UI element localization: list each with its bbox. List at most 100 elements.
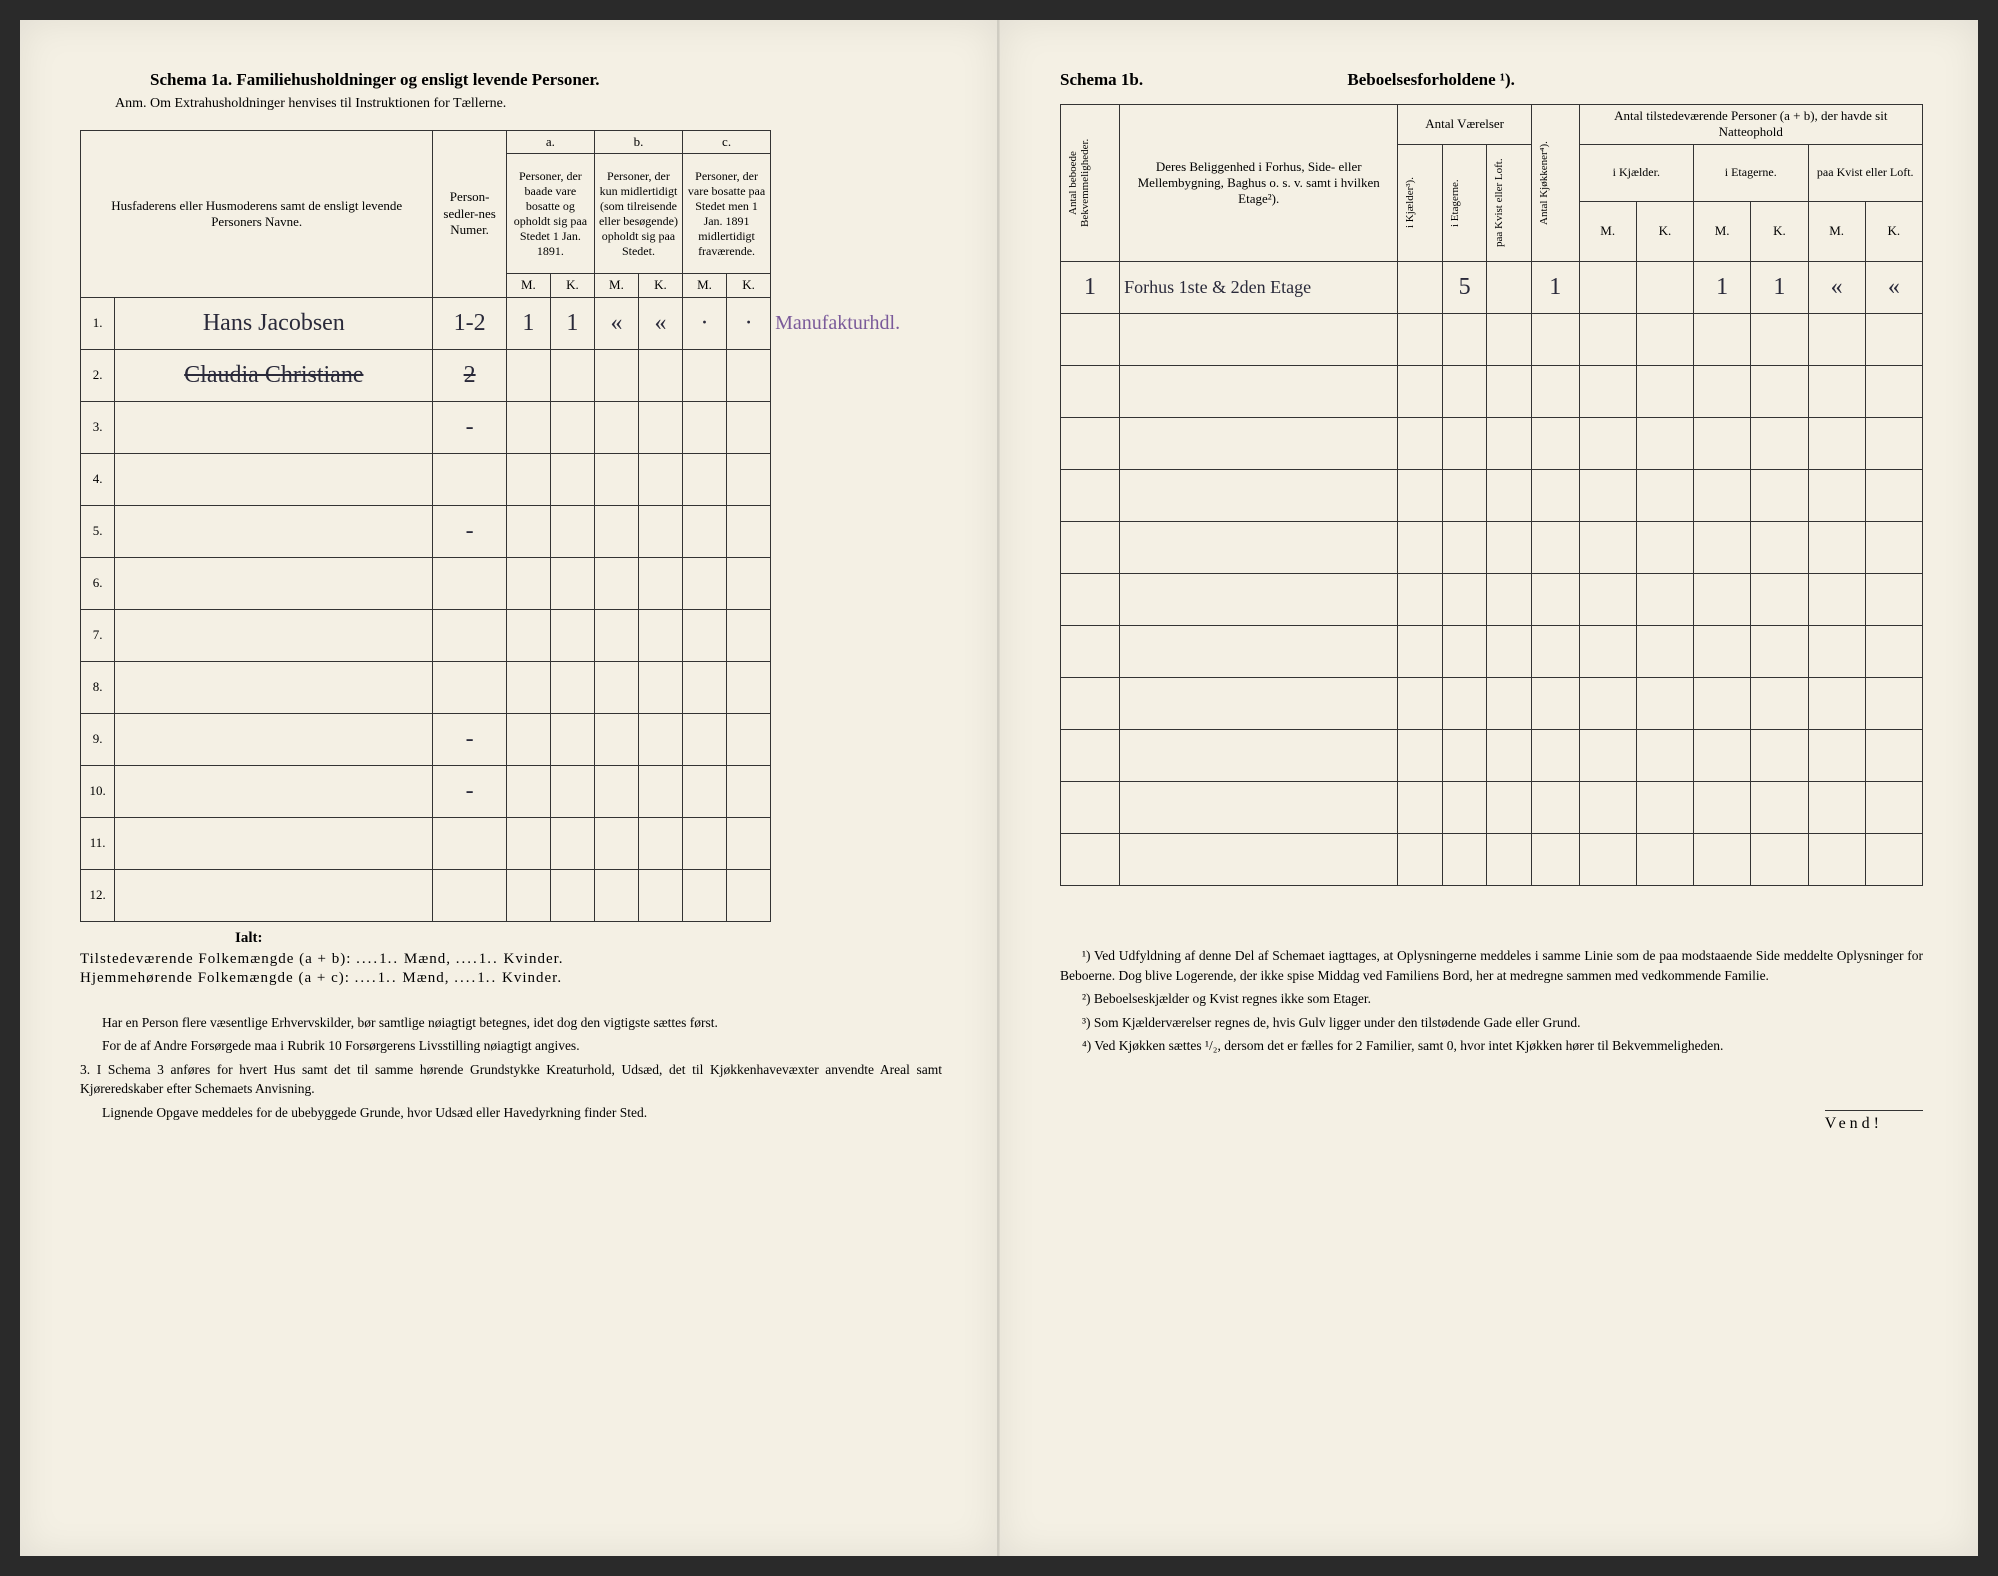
th-bekv: Antal beboede Bekvemmeligheder. <box>1065 108 1093 258</box>
note-l4: Lignende Opgave meddeles for de ubebygge… <box>80 1103 942 1123</box>
row-number: 12. <box>81 869 115 921</box>
cell-ak <box>550 765 594 817</box>
row-number: 3. <box>81 401 115 453</box>
cell <box>1442 574 1487 626</box>
cell-bm <box>594 869 638 921</box>
cell <box>1061 574 1120 626</box>
cell <box>1487 730 1532 782</box>
th-personseddel: Person-sedler-nes Numer. <box>433 131 506 298</box>
cell-ck: · <box>727 297 771 349</box>
table-row: 5.- <box>81 505 943 557</box>
cell <box>1694 782 1751 834</box>
cell-cm <box>683 557 727 609</box>
table-row <box>1061 678 1923 730</box>
cell-ck <box>727 349 771 401</box>
cell-am: 1 <box>506 297 550 349</box>
th-names: Husfaderens eller Husmoderens samt de en… <box>81 131 433 298</box>
cell-ck <box>727 401 771 453</box>
cell <box>1487 418 1532 470</box>
cell-bk <box>638 557 682 609</box>
margin-cell: Manufakturhdl. <box>771 297 942 349</box>
cell-ak <box>550 661 594 713</box>
cell <box>1579 782 1636 834</box>
name-cell <box>115 505 433 557</box>
cell <box>1120 314 1398 366</box>
cell <box>1751 522 1808 574</box>
cell <box>1751 782 1808 834</box>
cell-km: « <box>1808 262 1865 314</box>
cell-vkj <box>1398 262 1443 314</box>
cell-cm <box>683 453 727 505</box>
table-row: 4. <box>81 453 943 505</box>
cell <box>1398 834 1443 886</box>
cell <box>1442 782 1487 834</box>
cell <box>1398 418 1443 470</box>
right-notes: ¹) Ved Udfyldning af denne Del af Schema… <box>1060 946 1923 1056</box>
cell <box>1865 730 1922 782</box>
cell <box>1579 834 1636 886</box>
cell-cm <box>683 401 727 453</box>
cell-cm <box>683 609 727 661</box>
th-ek: K. <box>1751 201 1808 261</box>
right-title: Schema 1b. Beboelsesforholdene ¹). <box>1060 70 1923 90</box>
table-row <box>1061 470 1923 522</box>
th-kk: K. <box>1636 201 1693 261</box>
table-row: 7. <box>81 609 943 661</box>
cell-bm <box>594 557 638 609</box>
cell <box>1751 314 1808 366</box>
schema-1b-table: Antal beboede Bekvemmeligheder. Deres Be… <box>1060 104 1923 886</box>
th-bk: K. <box>638 274 682 297</box>
cell <box>1120 834 1398 886</box>
cell-am <box>506 765 550 817</box>
cell <box>1579 522 1636 574</box>
cell <box>1120 574 1398 626</box>
cell <box>1061 366 1120 418</box>
table-row <box>1061 314 1923 366</box>
cell <box>1694 366 1751 418</box>
cell <box>1808 730 1865 782</box>
cell-am <box>506 505 550 557</box>
ialt-label: Ialt: <box>80 930 942 947</box>
th-lk: K. <box>1865 201 1922 261</box>
cell-am <box>506 609 550 661</box>
name-cell <box>115 765 433 817</box>
cell <box>1751 470 1808 522</box>
cell <box>1531 418 1579 470</box>
cell <box>1120 678 1398 730</box>
table-row: 9.- <box>81 713 943 765</box>
cell <box>1398 730 1443 782</box>
cell <box>1531 470 1579 522</box>
cell-am <box>506 661 550 713</box>
cell-bm <box>594 765 638 817</box>
table-row <box>1061 574 1923 626</box>
cell <box>1442 834 1487 886</box>
cell <box>1442 678 1487 730</box>
cell-cm <box>683 765 727 817</box>
cell <box>1061 314 1120 366</box>
table-row: 1Forhus 1ste & 2den Etage5111«« <box>1061 262 1923 314</box>
cell <box>1636 366 1693 418</box>
hjemme-k: 1 <box>477 970 486 986</box>
cell <box>1694 470 1751 522</box>
cell <box>1531 314 1579 366</box>
th-v-kjael: i Kjælder³). <box>1402 148 1418 258</box>
cell <box>1120 626 1398 678</box>
cell <box>1694 626 1751 678</box>
right-title-text: Beboelsesforholdene ¹). <box>1347 70 1515 89</box>
cell <box>1865 782 1922 834</box>
cell-ck <box>727 453 771 505</box>
cell-bm: « <box>594 297 638 349</box>
cell <box>1531 782 1579 834</box>
personseddel-cell <box>433 609 506 661</box>
cell <box>1398 522 1443 574</box>
th-a: Personer, der baade vare bosatte og opho… <box>506 154 594 274</box>
cell-cm <box>683 349 727 401</box>
cell-bk <box>638 349 682 401</box>
th-c-label: c. <box>683 131 771 154</box>
cell <box>1808 782 1865 834</box>
th-margin <box>771 131 942 298</box>
cell <box>1061 678 1120 730</box>
cell <box>1636 730 1693 782</box>
cell-ak <box>550 349 594 401</box>
margin-cell <box>771 609 942 661</box>
